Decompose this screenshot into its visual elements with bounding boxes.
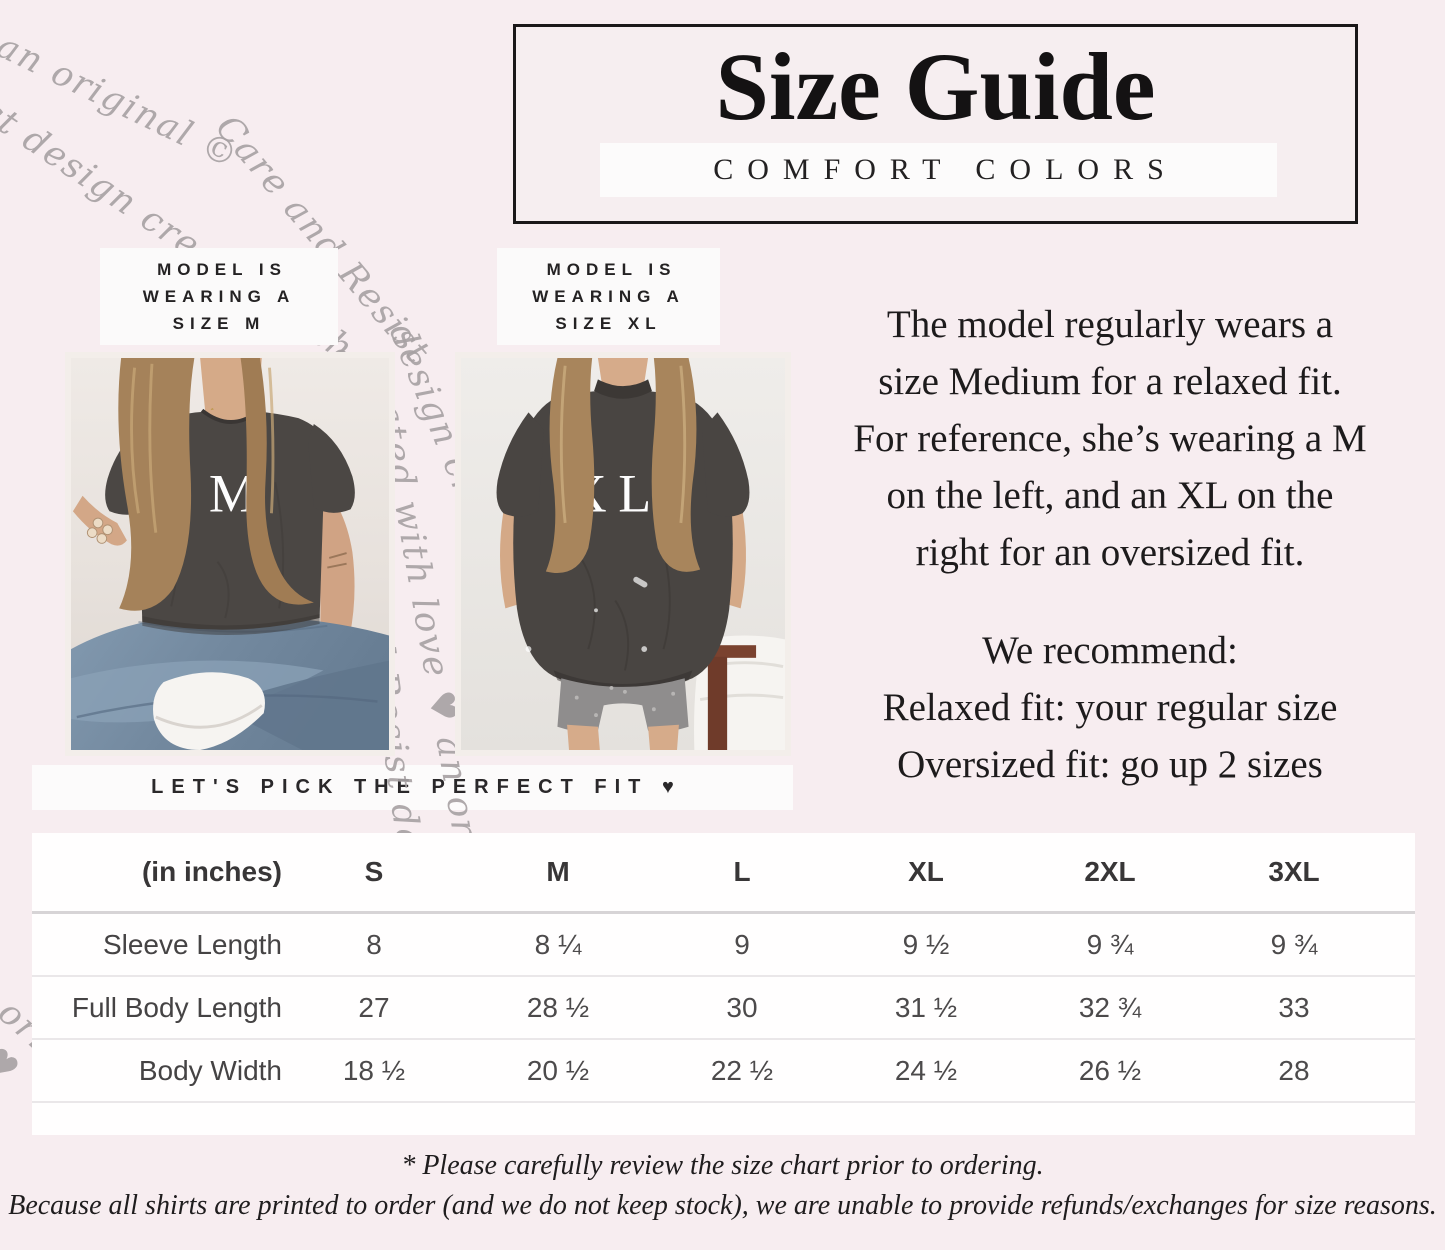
cell: 31 ½ (894, 991, 958, 1023)
cell: 28 ½ (526, 991, 590, 1023)
row-label: Sleeve Length (102, 928, 282, 960)
size-header-3xl: 3XL (1268, 856, 1320, 887)
model-caption-right: MODEL IS WEARING A SIZE XL (497, 248, 720, 345)
cell: 9 ¾ (1086, 928, 1134, 960)
size-chart-header-row: (in inches) S M L XL 2XL 3XL (32, 833, 1415, 914)
disclaimer-line-1: * Please carefully review the size chart… (401, 1150, 1044, 1181)
cell: 8 (366, 928, 382, 960)
model-caption-right-text: MODEL IS WEARING A SIZE XL (532, 260, 685, 333)
model-photo-size-m: M (65, 352, 395, 756)
size-chart-table: (in inches) S M L XL 2XL 3XL Sleeve Leng… (32, 833, 1415, 1135)
model-caption-left-text: MODEL IS WEARING A SIZE M (142, 260, 296, 333)
model-caption-left: MODEL IS WEARING A SIZE M (100, 248, 338, 345)
cell: 8 ¼ (534, 928, 582, 960)
table-row-sleeve-length: Sleeve Length 8 8 ¼ 9 9 ½ 9 ¾ 9 ¾ (32, 914, 1415, 977)
row-label: Body Width (138, 1054, 282, 1086)
cell: 9 ½ (902, 928, 950, 960)
cell: 33 (1278, 991, 1310, 1023)
size-header-m: M (546, 856, 570, 887)
fit-description: The model regularly wears a size Medium … (853, 303, 1367, 574)
subtitle-band: COMFORT COLORS (600, 143, 1277, 197)
table-row-body-width: Body Width 18 ½ 20 ½ 22 ½ 24 ½ 26 ½ 28 (32, 1040, 1415, 1103)
title-box: Size Guide COMFORT COLORS (513, 24, 1358, 224)
cell: 28 (1278, 1054, 1310, 1086)
cell: 32 ¾ (1078, 991, 1142, 1023)
size-header-l: L (733, 856, 751, 887)
cell: 24 ½ (894, 1054, 958, 1086)
watermark-text: an original © (0, 26, 246, 178)
banner-text: LET'S PICK THE PERFECT FIT ♥ (151, 776, 682, 798)
cell: 9 (734, 928, 750, 960)
cell: 27 (358, 991, 390, 1023)
model-photo-m-illustration: M (71, 358, 389, 750)
row-label: Full Body Length (71, 991, 282, 1023)
watermark-text: ♥ (0, 1040, 28, 1093)
cell: 30 (726, 991, 758, 1023)
disclaimer-line-2: Because all shirts are printed to order … (8, 1190, 1437, 1221)
banner-strip: LET'S PICK THE PERFECT FIT ♥ (32, 765, 793, 810)
cell: 9 ¾ (1270, 928, 1318, 960)
model-photo-size-xl: XL (455, 352, 791, 756)
cell: 26 ½ (1078, 1054, 1142, 1086)
size-header-xl: XL (908, 856, 944, 887)
cell: 18 ½ (342, 1054, 406, 1086)
table-row-full-body-length: Full Body Length 27 28 ½ 30 31 ½ 32 ¾ 33 (32, 977, 1415, 1040)
model-photo-xl-illustration: XL (461, 358, 785, 750)
unit-header: (in inches) (141, 856, 282, 887)
fit-recommendation: We recommend: Relaxed fit: your regular … (882, 629, 1338, 786)
cell: 22 ½ (710, 1054, 774, 1086)
size-header-2xl: 2XL (1084, 856, 1136, 887)
size-header-s: S (364, 856, 384, 887)
cell: 20 ½ (526, 1054, 590, 1086)
brand-subtitle: COMFORT COLORS (713, 153, 1178, 186)
page-title: Size Guide (715, 33, 1156, 140)
